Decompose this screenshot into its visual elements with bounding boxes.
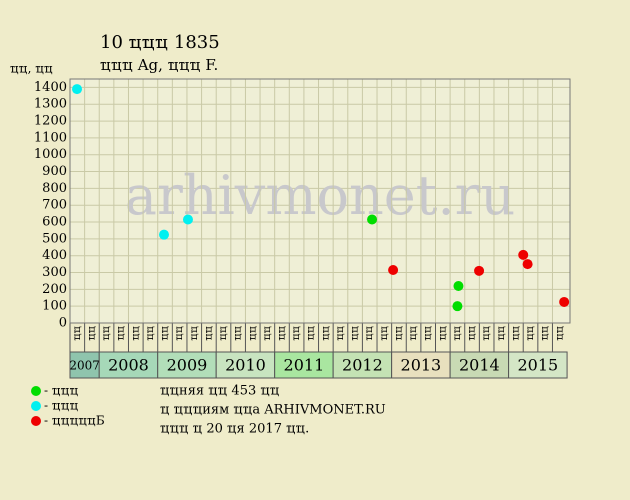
column-label: ҵҵ <box>496 326 507 341</box>
year-label: 2012 <box>342 356 383 375</box>
column-label: ҵҵ <box>364 326 375 341</box>
point <box>453 280 464 291</box>
y-tick-label: 1400 <box>34 80 67 95</box>
column-label: ҵҵ <box>306 326 317 341</box>
note: ҵ ҵҵҵиям ҵҵа ARHIVMONET.RU <box>160 403 386 418</box>
year-label: 2008 <box>108 356 149 375</box>
column-label: ҵҵ <box>160 326 171 341</box>
y-tick-label: 600 <box>42 215 67 230</box>
point <box>518 249 529 260</box>
y-tick-label: 900 <box>42 164 67 179</box>
column-label: ҵҵ <box>86 326 97 341</box>
year-label: 2009 <box>167 356 208 375</box>
point <box>159 229 170 240</box>
year-cell <box>274 351 334 379</box>
y-tick-label: 1200 <box>34 114 67 129</box>
point <box>452 301 463 312</box>
column-label: ҵҵ <box>525 326 536 341</box>
y-tick-label: 1000 <box>34 147 67 162</box>
y-tick-label: 1100 <box>34 130 67 145</box>
year-label: 2013 <box>401 356 442 375</box>
column-label: ҵҵ <box>510 326 521 341</box>
column-label: ҵҵ <box>174 326 185 341</box>
year-cell <box>157 351 217 379</box>
year-label: 2007 <box>69 359 100 373</box>
column-label: ҵҵ <box>101 326 112 341</box>
legend-label: - ҵҵҵҵҵБ <box>44 414 105 428</box>
column-label: ҵҵ <box>291 326 302 341</box>
column-label: ҵҵ <box>320 326 331 341</box>
year-cell <box>508 351 568 379</box>
year-cell <box>98 351 159 379</box>
column-label: ҵҵ <box>437 326 448 341</box>
column-label: ҵҵ <box>189 326 200 341</box>
year-cell <box>449 351 510 379</box>
year-label: 2015 <box>517 356 558 375</box>
column-label: ҵҵ <box>276 326 287 341</box>
column-label: ҵҵ <box>393 326 404 341</box>
y-tick-label: 800 <box>42 181 67 196</box>
y-tick-label: 300 <box>42 265 67 280</box>
y-tick-label: 400 <box>42 248 67 263</box>
year-cell <box>332 351 393 379</box>
y-tick-label: 1300 <box>34 97 67 112</box>
legend-marker <box>31 401 41 411</box>
point <box>522 259 533 270</box>
point <box>388 264 399 275</box>
note: ҵҵняя ҵҵ 453 ҵҵ <box>160 384 279 399</box>
axis-frame <box>69 78 571 324</box>
point <box>559 296 570 307</box>
note: ҵҵҵ ҵ 20 ҵя 2017 ҵҵ. <box>160 422 309 437</box>
column-label: ҵҵ <box>481 326 492 341</box>
legend-label: - ҵҵҵ <box>44 384 78 398</box>
legend-marker <box>31 416 41 426</box>
column-label: ҵҵ <box>145 326 156 341</box>
point <box>367 214 378 225</box>
year-label: 2011 <box>284 356 325 375</box>
point <box>474 265 485 276</box>
column-label: ҵҵ <box>116 326 127 341</box>
column-label: ҵҵ <box>233 326 244 341</box>
y-tick-label: 0 <box>59 316 67 331</box>
legend-label: - ҵҵҵ <box>44 399 78 413</box>
point <box>72 84 83 95</box>
column-label: ҵҵ <box>540 326 551 341</box>
legend-marker <box>31 386 41 396</box>
watermark: arhivmonet.ru <box>125 164 515 227</box>
y-tick-label: 700 <box>42 198 67 213</box>
column-label: ҵҵ <box>350 326 361 341</box>
column-label: ҵҵ <box>554 326 565 341</box>
column-label: ҵҵ <box>130 326 141 341</box>
column-label: ҵҵ <box>262 326 273 341</box>
column-label: ҵҵ <box>379 326 390 341</box>
y-tick-label: 500 <box>42 231 67 246</box>
column-label: ҵҵ <box>452 326 463 341</box>
column-label: ҵҵ <box>467 326 478 341</box>
year-label: 2010 <box>225 356 266 375</box>
year-label: 2014 <box>459 356 500 375</box>
column-label: ҵҵ <box>203 326 214 341</box>
column-label: ҵҵ <box>423 326 434 341</box>
y-tick-label: 200 <box>42 282 67 297</box>
chart-subtitle: ҵҵҵ Ag, ҵҵҵ F. <box>100 56 218 74</box>
y-tick-label: 100 <box>42 299 67 314</box>
column-label: ҵҵ <box>72 326 83 341</box>
column-label: ҵҵ <box>247 326 258 341</box>
plot-area <box>69 78 571 324</box>
column-label: ҵҵ <box>408 326 419 341</box>
column-label: ҵҵ <box>335 326 346 341</box>
y-axis-label: ҵҵ, ҵҵ <box>10 62 53 76</box>
point <box>182 214 193 225</box>
chart-title: 10 ҵҵҵ 1835 <box>100 32 220 53</box>
year-cell <box>391 351 451 379</box>
column-label: ҵҵ <box>218 326 229 341</box>
